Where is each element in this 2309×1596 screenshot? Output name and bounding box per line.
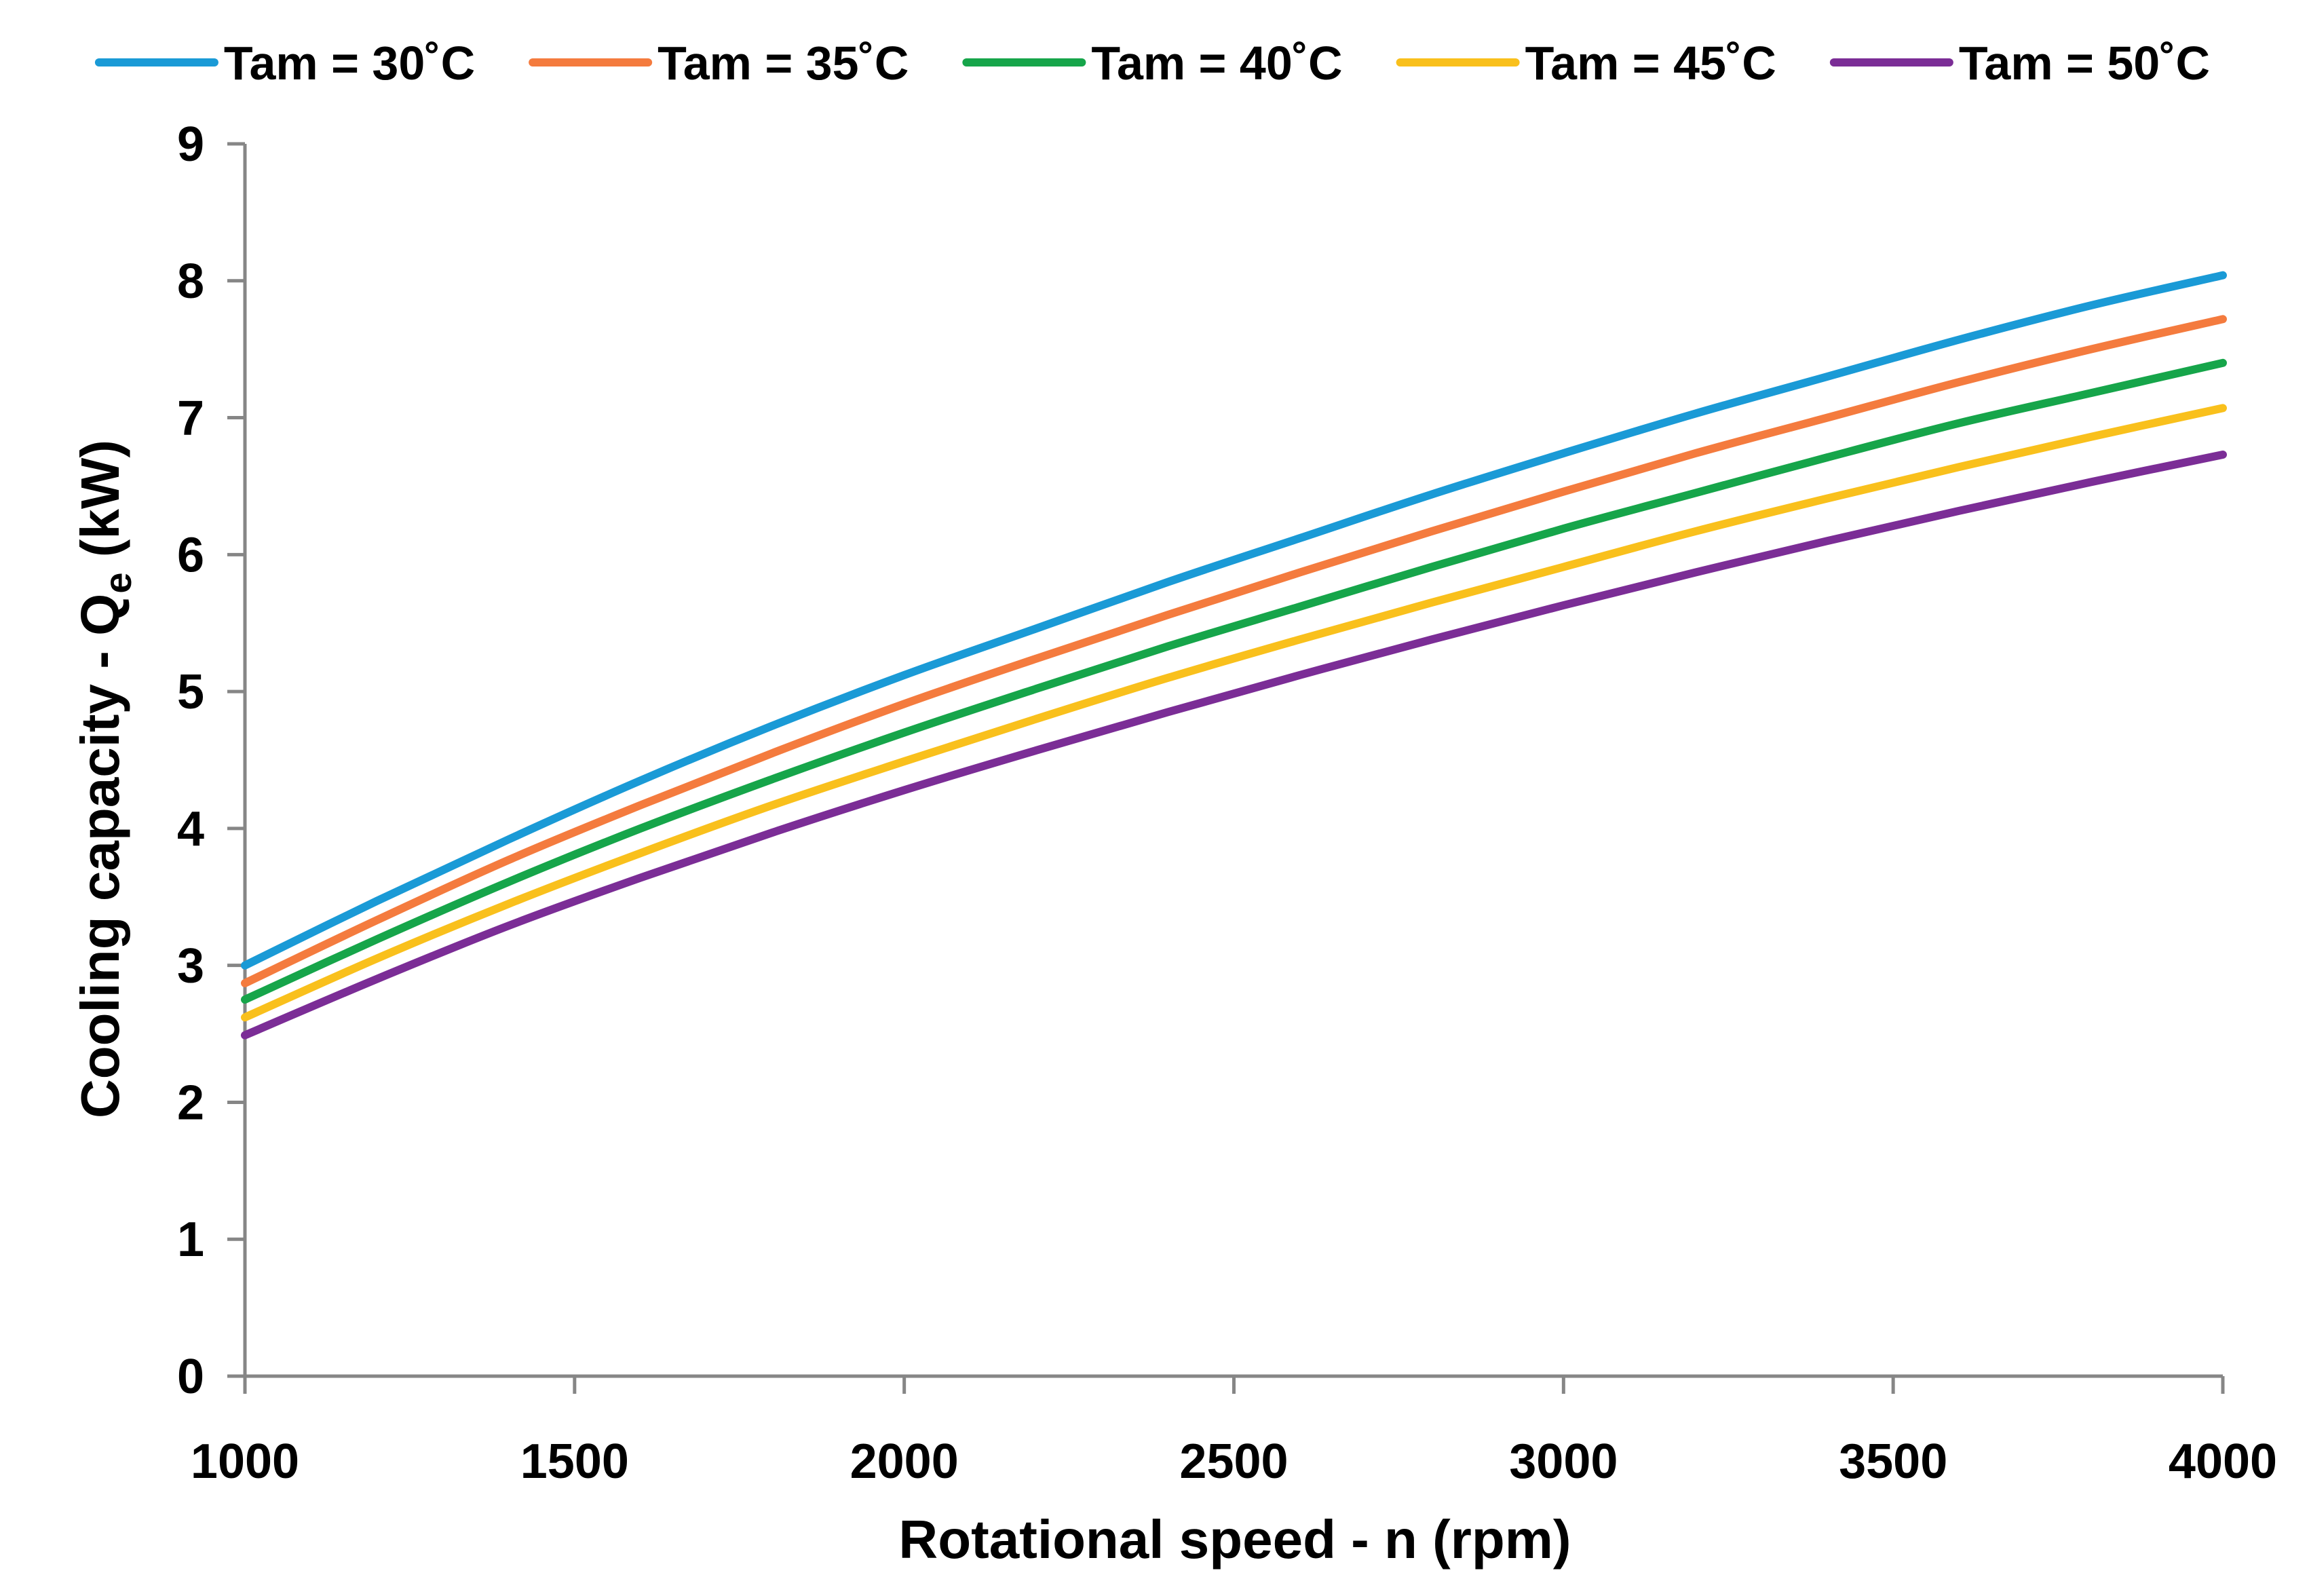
legend: Tam = 30˚C Tam = 35˚C Tam = 40˚C Tam = 45˚C… — [94, 37, 2210, 90]
y-axis-title-unit: (kW) — [70, 440, 130, 573]
legend-label: Tam = 40˚C — [1091, 37, 1342, 90]
legend-label: Tam = 50˚C — [1959, 37, 2210, 90]
series-line-tam-45 — [241, 404, 2227, 1022]
x-axis-title: Rotational speed - n (rpm) — [898, 1509, 1571, 1570]
legend-label: Tam = 45˚C — [1525, 37, 1776, 90]
series-group — [241, 271, 2227, 1040]
legend-label: Tam = 30˚C — [224, 37, 475, 90]
x-tick-label: 2500 — [1179, 1434, 1288, 1489]
series-line-tam-35 — [241, 315, 2227, 987]
y-tick-label: 4 — [177, 802, 204, 856]
x-tick-label: 3500 — [1839, 1434, 1947, 1489]
legend-item: Tam = 35˚C — [529, 37, 909, 90]
y-tick-label: 8 — [177, 254, 204, 309]
legend-item: Tam = 45˚C — [1396, 37, 1776, 90]
x-tick-label: 1500 — [520, 1434, 629, 1489]
y-tick-label: 2 — [177, 1076, 204, 1130]
axes: 0 1 2 3 4 5 6 7 8 9 1000 1500 2000 2500 3000 3500 4000 — [177, 117, 2277, 1489]
x-tick-label: 3000 — [1509, 1434, 1618, 1489]
series-line-tam-30 — [241, 271, 2227, 970]
y-axis-title-main: Cooling capacity - Q — [70, 594, 130, 1118]
y-tick-label: 5 — [177, 665, 204, 719]
y-axis-title: Cooling capacity - Qe (kW) — [70, 440, 139, 1118]
y-tick-label: 6 — [177, 528, 204, 582]
y-axis-title-subscript: e — [96, 572, 139, 593]
y-tick-label: 1 — [177, 1213, 204, 1267]
legend-item: Tam = 40˚C — [962, 37, 1343, 90]
series-line-tam-40 — [241, 358, 2227, 1004]
y-tick-label: 9 — [177, 117, 204, 172]
x-tick-label: 1000 — [191, 1434, 299, 1489]
x-tick-label: 2000 — [850, 1434, 959, 1489]
y-tick-label: 0 — [177, 1350, 204, 1404]
legend-item: Tam = 30˚C — [94, 37, 475, 90]
series-line-tam-50 — [241, 451, 2227, 1040]
legend-item: Tam = 50˚C — [1829, 37, 2210, 90]
x-tick-label: 4000 — [2169, 1434, 2277, 1489]
legend-label: Tam = 35˚C — [657, 37, 909, 90]
y-tick-label: 7 — [177, 392, 204, 446]
y-tick-label: 3 — [177, 939, 204, 993]
